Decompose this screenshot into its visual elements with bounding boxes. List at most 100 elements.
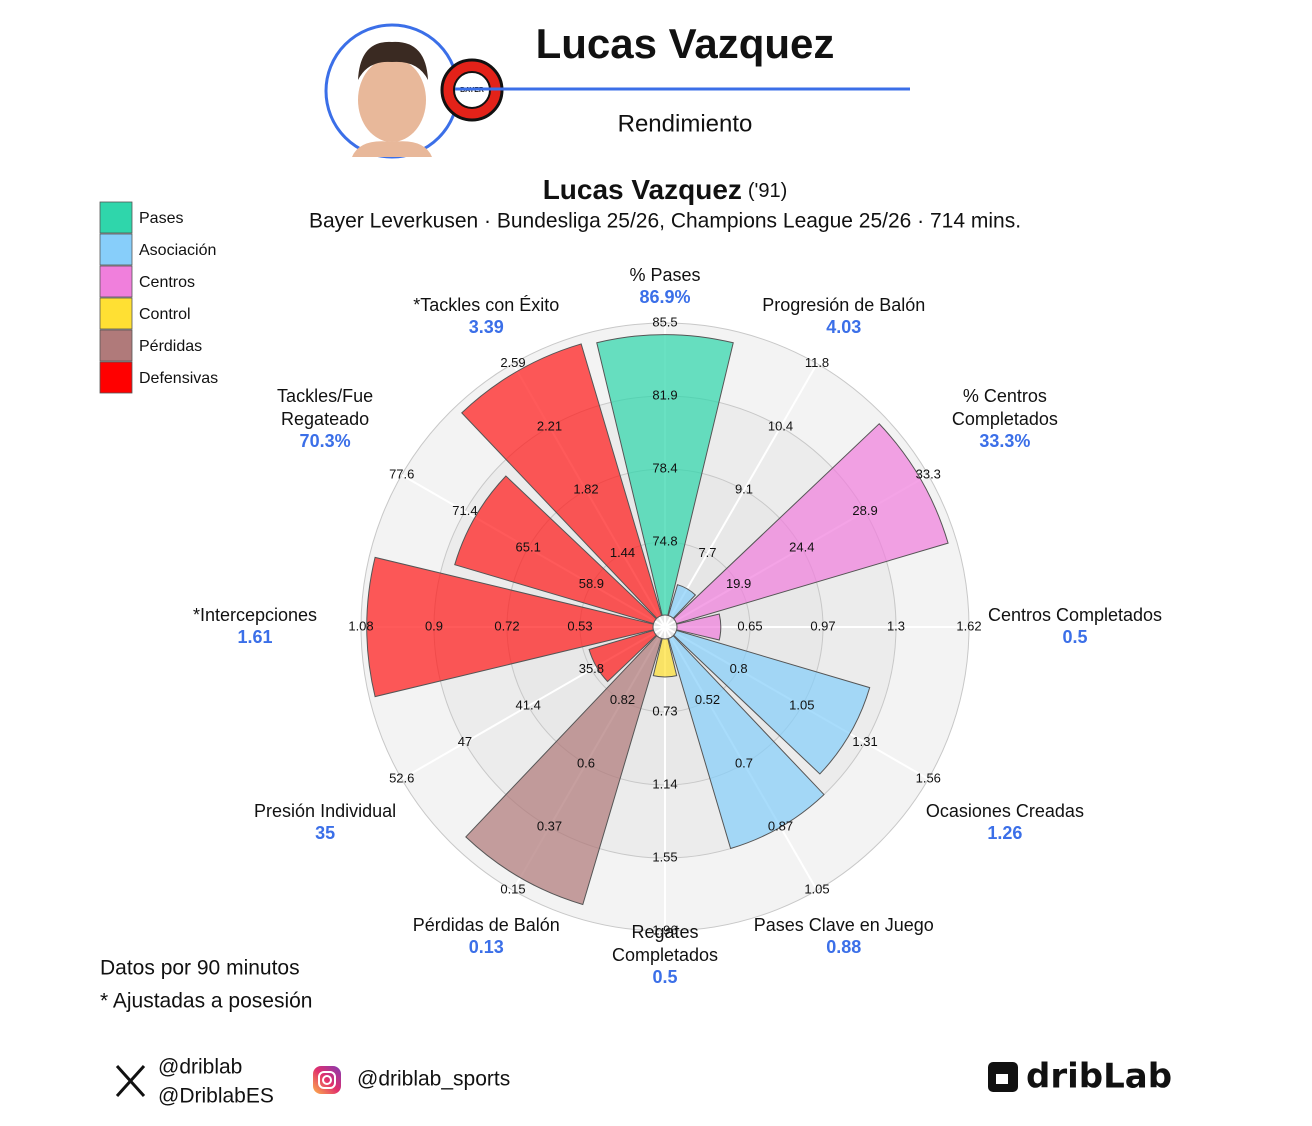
player-hair: [358, 41, 428, 80]
tick-label: 11.8: [805, 355, 829, 370]
tick-label: 0.7: [735, 755, 753, 770]
player-neck: [352, 141, 432, 157]
tick-label: 0.87: [768, 818, 793, 833]
tick-label: 1.44: [610, 545, 635, 560]
category-label: Ocasiones Creadas: [925, 801, 1084, 822]
tick-label: 1.56: [916, 770, 941, 785]
chart-subtitle: Bayer Leverkusen · Bundesliga 25/26, Cha…: [309, 210, 1021, 233]
x-handle: @driblab: [158, 1056, 242, 1079]
instagram-icon-lens: [322, 1075, 332, 1085]
tick-label: 0.82: [610, 692, 635, 707]
tick-label: 9.1: [735, 482, 753, 497]
category-label: Centros Completados: [987, 605, 1163, 625]
value-label: 35: [315, 823, 336, 844]
category-label: Pases Clave en Juego: [753, 914, 934, 935]
bar: [454, 475, 658, 625]
legend-swatch: [99, 233, 133, 266]
tick-label: 19.9: [726, 576, 751, 591]
bar: [672, 423, 949, 625]
legend-swatch: [99, 361, 133, 394]
tick-label: 0.73: [652, 703, 677, 718]
tick-label: 2.21: [537, 418, 562, 433]
tick-label: 1.14: [652, 776, 677, 791]
tick-label: 0.65: [737, 618, 762, 633]
value-label: 0.5: [652, 967, 678, 987]
bar: [667, 584, 697, 620]
player-photo: [358, 58, 426, 142]
category-label: *Tackles con Éxito: [413, 295, 560, 316]
spoke: [664, 363, 818, 628]
tick-label: 71.4: [452, 503, 477, 518]
value-label: 4.03: [826, 317, 862, 338]
legend-swatch: [99, 297, 133, 330]
bar: [461, 343, 663, 620]
value-label: 3.39: [468, 317, 504, 338]
tick-label: 52.6: [389, 770, 414, 785]
tick-label: 1.05: [804, 882, 829, 897]
value-label: 1.61: [237, 627, 273, 647]
bar: [366, 556, 654, 698]
tick-label: 1.62: [956, 618, 981, 633]
tick-label: 41.4: [516, 697, 541, 712]
value-label: 33.3%: [979, 430, 1031, 451]
category-label: Pérdidas de Balón: [412, 914, 560, 935]
tick-label: 0.8: [730, 661, 748, 676]
tick-label: 0.15: [500, 882, 525, 897]
bar: [588, 629, 658, 683]
instagram-handle: @driblab_sports: [357, 1068, 510, 1091]
tick-label: 1.05: [789, 697, 814, 712]
tick-label: 1.96: [652, 922, 677, 937]
legend-swatch: [99, 329, 133, 362]
tick-label: 24.4: [789, 539, 814, 554]
value-label: 0.88: [826, 936, 862, 957]
tick-label: 65.1: [516, 539, 541, 554]
bar: [465, 634, 663, 906]
instagram-icon: [313, 1066, 341, 1094]
legend-swatch: [99, 201, 133, 234]
plot: 74.8 78.4 81.9 85.5 7.7 9.1 10.4 11.8 19.9 24.4 28…: [99, 201, 982, 937]
tick-label: 7.7: [698, 545, 716, 560]
value-label: 0.5: [1062, 627, 1088, 647]
footer-note: * Ajustadas a posesión: [100, 990, 312, 1013]
brand-icon-inner: [996, 1074, 1008, 1084]
tick-label: 58.9: [579, 576, 604, 591]
category-label: *Intercepciones: [192, 605, 318, 625]
category-label: % Centros Completados: [951, 385, 1058, 429]
category-label: Presión Individual: [254, 801, 397, 822]
legend-label: Asociación: [139, 242, 216, 259]
brand-logo: dribLab: [1026, 1057, 1172, 1097]
category-label: Progresión de Balón: [762, 295, 926, 316]
chart-title: Lucas Vazquez: [543, 174, 742, 205]
chart-title-suffix: ('91): [748, 180, 787, 202]
tick-label: 1.3: [887, 618, 905, 633]
tick-label: 0.37: [537, 818, 562, 833]
tick-label: 1.31: [852, 734, 877, 749]
legend-label: Pérdidas: [139, 338, 202, 355]
value-label: 1.26: [987, 823, 1023, 844]
tick-label: 0.97: [810, 618, 835, 633]
bar: [667, 634, 825, 850]
x-handle: @DriblabES: [158, 1085, 274, 1108]
category-label: Tackles/Fue Regateado: [277, 385, 374, 429]
footer-note: Datos por 90 minutos: [100, 957, 300, 980]
tick-label: 28.9: [852, 503, 877, 518]
instagram-icon-inner: [318, 1071, 336, 1089]
tick-label: 0.9: [425, 618, 443, 633]
category-label: % Pases: [629, 265, 701, 285]
legend-label: Pases: [139, 210, 183, 227]
tick-label: 35.8: [579, 661, 604, 676]
tick-label: 0.6: [577, 755, 595, 770]
tick-label: 10.4: [768, 418, 793, 433]
tick-label: 1.08: [348, 618, 373, 633]
header-title: Lucas Vazquez: [536, 20, 835, 67]
value-label: 70.3%: [299, 430, 351, 451]
tick-label: 0.53: [567, 618, 592, 633]
tick-label: 0.72: [494, 618, 519, 633]
legend-label: Centros: [139, 274, 195, 291]
tick-label: 85.5: [652, 314, 677, 329]
legend-swatch: [99, 265, 133, 298]
category-label: Regates Completados: [611, 922, 719, 965]
legend-label: Control: [139, 306, 191, 323]
value-label: 86.9%: [639, 287, 691, 307]
